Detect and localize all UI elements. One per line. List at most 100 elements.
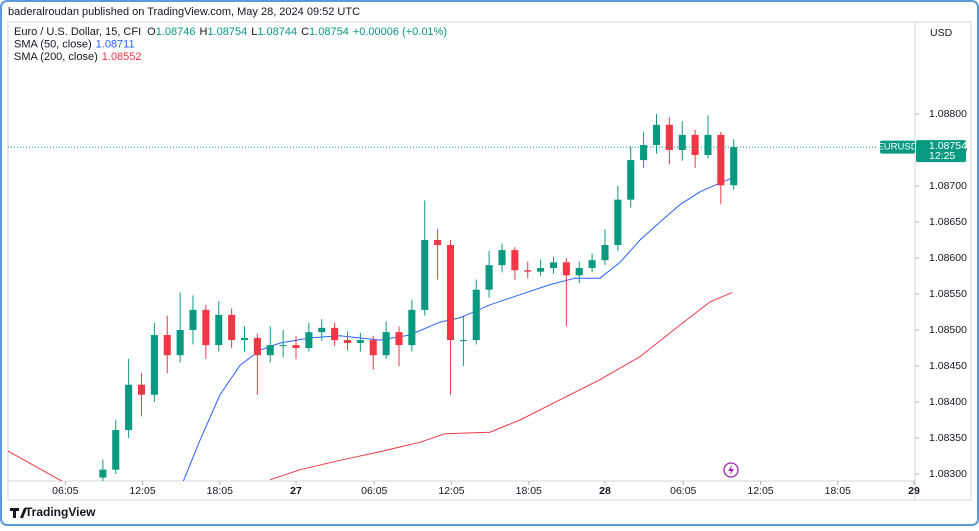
ohlc-value: 1.08744 (257, 26, 297, 38)
y-tick-label: 1.08550 (929, 288, 967, 300)
x-tick-label: 27 (290, 485, 302, 497)
candle-body (382, 332, 390, 356)
y-tick-label: 1.08400 (929, 396, 967, 408)
ohlc-value: 1.08754 (207, 26, 247, 38)
candle-body (408, 309, 416, 346)
candle-body (253, 337, 261, 356)
candle-body (176, 330, 184, 356)
candle-body (678, 134, 686, 150)
legend-series-name: SMA (50, close) (14, 38, 92, 50)
candle-body (202, 309, 210, 346)
candle-body (511, 250, 519, 271)
candle-body (318, 327, 326, 333)
candle-body (369, 340, 377, 356)
y-tick-label: 1.08300 (929, 468, 967, 480)
y-tick-label: 1.08450 (929, 360, 967, 372)
change: +0.00006 (+0.01%) (353, 26, 447, 38)
candle-body (240, 337, 249, 341)
candle-body (665, 124, 673, 150)
symbol-tag (880, 140, 915, 154)
candle-body (112, 430, 120, 470)
x-tick-label: 29 (908, 485, 920, 497)
ohlc-label: C (301, 26, 309, 38)
x-tick-label: 18:05 (825, 485, 851, 497)
x-tick-label: 18:05 (516, 485, 542, 497)
candle-body (343, 340, 352, 343)
ohlc-value: 1.08754 (309, 26, 349, 38)
candle-body (279, 345, 287, 347)
symbol-label: EURUSD (877, 142, 917, 153)
candle-body (691, 134, 699, 156)
y-tick-label: 1.08350 (929, 432, 967, 444)
candle-body (601, 245, 609, 261)
ohlc-label: H (199, 26, 207, 38)
brand: TradingView (25, 505, 96, 519)
candle-body (305, 332, 313, 348)
candle-body (614, 199, 622, 246)
candle-body (498, 250, 506, 266)
candle-body (266, 345, 274, 356)
candle-body (459, 340, 467, 342)
candle-body (356, 340, 364, 343)
price-tag-value: 1.08754 (929, 140, 967, 152)
candle-body (137, 384, 146, 395)
x-tick-label: 18:05 (207, 485, 233, 497)
legend-series-name: SMA (200, close) (14, 51, 98, 63)
candle-body (717, 134, 725, 186)
candle-body (395, 332, 403, 346)
candle-body (292, 345, 300, 348)
candle-body (485, 265, 493, 290)
y-tick-label: 1.08700 (929, 180, 967, 192)
candle-body (163, 335, 171, 356)
legend-series-value: 1.08711 (96, 38, 135, 50)
candle-body (99, 469, 107, 478)
candle-body (549, 262, 558, 269)
currency: USD (930, 27, 953, 39)
candle-body (189, 309, 197, 330)
x-tick-label: 12:05 (747, 485, 773, 497)
y-tick-label: 1.08600 (929, 252, 967, 264)
x-tick-label: 12:05 (129, 485, 155, 497)
candle-body (215, 314, 223, 346)
candle-body (627, 160, 635, 200)
x-tick-label: 06:05 (361, 485, 387, 497)
byline: baderalroudan published on TradingView.c… (8, 6, 360, 18)
chart-border (7, 21, 972, 501)
candle-body (588, 260, 596, 269)
price-tag (916, 140, 966, 163)
candle-body (446, 245, 455, 341)
candle-body (704, 134, 712, 156)
x-tick-label: 28 (599, 485, 611, 497)
sma-line (8, 292, 733, 481)
legend-title: Euro / U.S. Dollar, 15, CFI (14, 26, 141, 38)
candle-body (640, 144, 648, 161)
plot (8, 114, 915, 481)
candle-body (228, 314, 236, 341)
y-tick-label: 1.08800 (929, 108, 967, 120)
candle-body (434, 240, 442, 246)
logo[interactable]: TradingView (10, 505, 96, 519)
x-tick-label: 12:05 (438, 485, 464, 497)
candle-body (730, 147, 738, 186)
y-tick-label: 1.08500 (929, 324, 967, 336)
price-tag-countdown: 12:25 (929, 150, 955, 162)
lightning-icon (723, 462, 739, 478)
candle-body (125, 384, 133, 431)
legend-series-value: 1.08552 (102, 51, 142, 63)
x-tick-label: 06:05 (52, 485, 78, 497)
candle-body (652, 124, 661, 145)
y-tick-label: 1.08650 (929, 216, 967, 228)
x-tick-label: 06:05 (670, 485, 696, 497)
ohlc-value: 1.08746 (156, 26, 196, 38)
legend: Euro / U.S. Dollar, 15, CFI O 1.08746 H 1.08… (14, 26, 447, 63)
candle-body (537, 268, 545, 272)
ohlc-label: O (147, 26, 156, 38)
candle-body (331, 327, 339, 341)
candle-body (421, 240, 429, 310)
candle-body (575, 268, 583, 276)
candle-body (562, 262, 570, 276)
ohlc-label: L (251, 26, 257, 38)
candle-body (524, 270, 532, 272)
candle-body (150, 335, 158, 395)
